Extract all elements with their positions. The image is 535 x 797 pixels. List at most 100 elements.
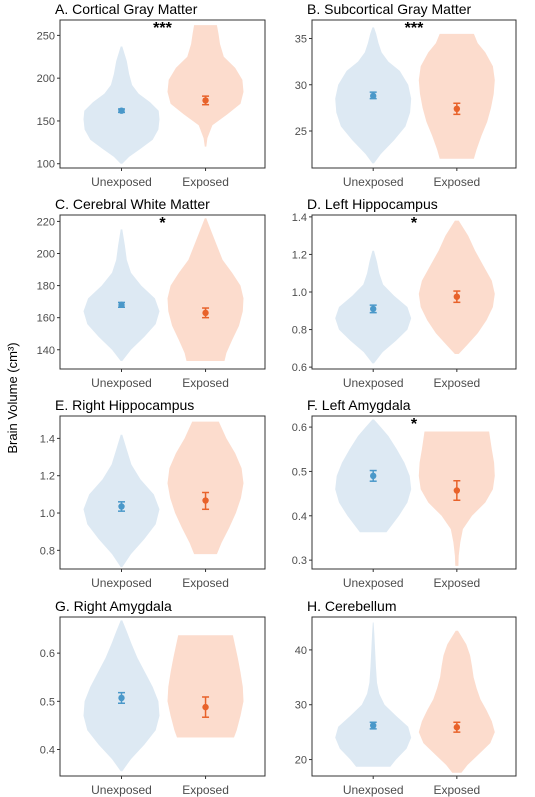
mean-point [370, 722, 377, 729]
mean-point [370, 92, 377, 100]
violin-unexposed [83, 46, 160, 164]
mean-point [453, 724, 461, 731]
x-tick-label: Unexposed [91, 376, 152, 390]
x-tick-label: Exposed [182, 175, 229, 189]
y-tick-label: 0.8 [292, 325, 307, 337]
mean-point [370, 305, 377, 313]
y-tick-label: 200 [37, 249, 55, 261]
y-tick-label: 0.4 [40, 745, 55, 757]
violin-unexposed [83, 229, 160, 361]
y-tick-label: 140 [37, 345, 55, 357]
x-tick-label: Unexposed [343, 175, 404, 189]
panel-title: G. Right Amygdala [55, 598, 172, 614]
panel-border [311, 19, 517, 169]
y-tick-label: 220 [37, 216, 55, 228]
panel-border [59, 415, 266, 570]
mean-point [202, 97, 209, 104]
mean-point [118, 107, 125, 114]
x-tick-label: Exposed [433, 376, 480, 390]
y-tick-label: 1.4 [40, 433, 55, 445]
panel-d: D. Left Hippocampus 0.6 0.8 1.0 1.2 1.4 Unexpo… [292, 196, 517, 390]
violin-exposed [418, 33, 495, 159]
y-tick-label: 30 [295, 700, 307, 712]
panel-border [311, 415, 517, 570]
x-tick-label: Unexposed [343, 783, 404, 797]
y-tick-label: 0.6 [40, 648, 55, 660]
panel-border [59, 616, 266, 777]
violin-unexposed [83, 434, 160, 568]
x-tick-label: Exposed [433, 576, 480, 590]
violin-exposed [167, 635, 244, 738]
panel-title: B. Subcortical Gray Matter [307, 1, 472, 17]
y-tick-label: 0.6 [292, 422, 307, 434]
violin-exposed [167, 25, 244, 147]
y-tick-label: 250 [37, 30, 55, 42]
y-tick-label: 1.0 [40, 508, 55, 520]
y-tick-label: 1.2 [292, 249, 307, 261]
panel-f: F. Left Amygdala 0.3 0.4 0.5 0.6 Unexposed Exp… [292, 397, 517, 590]
x-tick-label: Exposed [433, 783, 480, 797]
mean-point [202, 703, 209, 711]
violin-exposed [167, 218, 244, 361]
panel-title: A. Cortical Gray Matter [55, 1, 198, 17]
x-tick-label: Exposed [182, 576, 229, 590]
significance-marker: * [411, 416, 418, 433]
panel-title: H. Cerebellum [307, 598, 396, 614]
x-tick-label: Exposed [182, 376, 229, 390]
x-tick-label: Exposed [433, 175, 480, 189]
panel-title: E. Right Hippocampus [55, 397, 194, 413]
y-tick-label: 30 [295, 80, 307, 92]
y-tick-label: 180 [37, 281, 55, 293]
y-tick-label: 35 [295, 34, 307, 46]
significance-marker: * [159, 215, 166, 232]
y-tick-label: 25 [295, 126, 307, 138]
y-tick-label: 150 [37, 116, 55, 128]
significance-marker: *** [405, 20, 424, 37]
y-tick-label: 0.5 [40, 696, 55, 708]
y-tick-label: 0.8 [40, 545, 55, 557]
panel-b: B. Subcortical Gray Matter 25 30 35 Unexpose… [295, 1, 517, 189]
panel-h: H. Cerebellum 20 30 40 Unexposed Exposed [295, 598, 517, 797]
x-tick-label: Unexposed [91, 783, 152, 797]
mean-point [202, 309, 209, 317]
violin-exposed [418, 630, 495, 773]
y-tick-label: 100 [37, 159, 55, 171]
y-tick-label: 40 [295, 645, 307, 657]
mean-point [453, 105, 461, 113]
mean-point [370, 472, 377, 480]
mean-point [202, 497, 209, 504]
y-tick-label: 0.4 [292, 511, 307, 523]
panel-title: C. Cerebral White Matter [55, 196, 210, 212]
mean-point [118, 694, 125, 702]
y-tick-label: 200 [37, 73, 55, 85]
x-tick-label: Unexposed [343, 376, 404, 390]
y-tick-label: 1.2 [40, 471, 55, 483]
panel-c: C. Cerebral White Matter 140 160 180 200 220 U… [37, 196, 266, 390]
x-tick-label: Unexposed [91, 576, 152, 590]
x-tick-label: Unexposed [343, 576, 404, 590]
y-tick-label: 0.3 [292, 555, 307, 567]
mean-point [118, 503, 125, 510]
panel-title: F. Left Amygdala [307, 397, 411, 413]
panel-a: A. Cortical Gray Matter 100 150 200 250 Unexp… [37, 1, 266, 189]
y-tick-label: 0.5 [292, 466, 307, 478]
y-tick-label: 20 [295, 755, 307, 767]
mean-point [453, 487, 461, 494]
x-tick-label: Unexposed [91, 175, 152, 189]
x-tick-label: Exposed [182, 783, 229, 797]
significance-marker: * [411, 215, 418, 232]
panel-border [311, 616, 517, 777]
mean-point [453, 293, 461, 300]
significance-marker: *** [153, 20, 172, 37]
panel-g: G. Right Amygdala 0.4 0.5 0.6 Unexposed Expos… [40, 598, 266, 797]
y-tick-label: 160 [37, 313, 55, 325]
panel-border [59, 19, 266, 169]
y-tick-label: 1.4 [292, 212, 307, 224]
violin-exposed [167, 421, 244, 555]
panel-e: E. Right Hippocampus 0.8 1.0 1.2 1.4 Unexpose… [40, 397, 266, 590]
y-tick-label: 1.0 [292, 287, 307, 299]
panel-border [59, 214, 266, 370]
violin-exposed [418, 220, 495, 354]
mean-point [118, 301, 125, 309]
